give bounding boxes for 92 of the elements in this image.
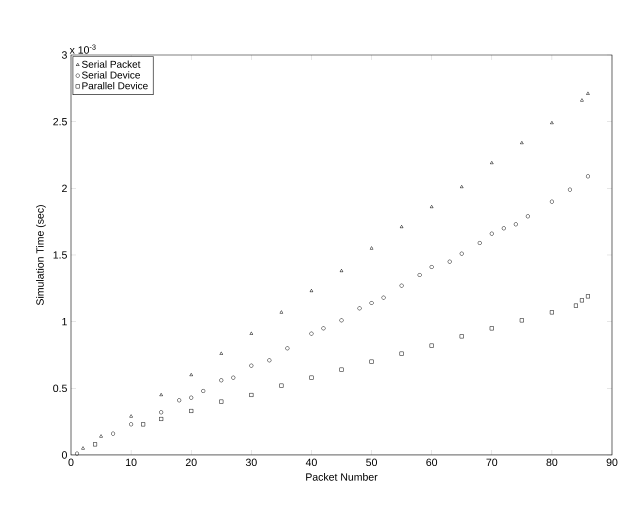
point (520, 140, 524, 144)
point (129, 414, 133, 418)
y-tick-label: 0.5 (53, 384, 67, 392)
point (219, 378, 224, 382)
point (141, 422, 146, 426)
x-tick-label: 80 (546, 458, 558, 466)
text: x 10$^{-3}$ (70, 44, 96, 54)
legend-label: Serial Device (82, 71, 140, 79)
point (279, 384, 284, 388)
x-tick-label: 40 (306, 458, 317, 466)
point (550, 120, 554, 124)
point (490, 160, 494, 164)
y-axis-title: Simulation Time (sec) (36, 205, 46, 306)
x-tick-label: 30 (246, 458, 257, 466)
point (520, 318, 524, 322)
point (400, 284, 404, 288)
point (285, 346, 290, 350)
point (201, 388, 206, 394)
point (430, 264, 434, 270)
point (586, 174, 590, 178)
point (189, 372, 194, 376)
y-tick-label: 1 (62, 318, 67, 326)
x-axis-title: Packet Number (306, 473, 378, 481)
point (267, 358, 272, 362)
legend-label: Serial Packet (82, 60, 140, 68)
point (370, 246, 374, 250)
point (321, 326, 326, 330)
point (550, 310, 554, 314)
point (81, 446, 85, 450)
point (400, 352, 404, 356)
x-tick-label: 70 (486, 458, 498, 466)
point (111, 432, 116, 436)
y-tick-label: 1.5 (54, 251, 67, 259)
point (310, 288, 314, 292)
point (460, 184, 464, 188)
point (526, 214, 530, 218)
point (159, 410, 164, 414)
point (159, 392, 163, 396)
point (586, 92, 590, 95)
y-tick-label: 0 (62, 451, 67, 459)
point (568, 188, 572, 192)
point (189, 396, 194, 400)
point (309, 332, 314, 336)
point (430, 344, 434, 348)
point (129, 422, 134, 426)
x-tick-label: 60 (426, 458, 438, 466)
point (418, 272, 422, 278)
y-tick-label: 2 (62, 184, 67, 192)
point (478, 240, 482, 246)
point (460, 252, 464, 256)
legend-label: Parallel Device (82, 82, 148, 90)
point (249, 364, 254, 368)
point (580, 98, 584, 102)
point (430, 204, 434, 208)
point (219, 400, 224, 404)
point (159, 416, 164, 422)
point (177, 398, 182, 402)
point (219, 352, 224, 355)
point (231, 376, 236, 380)
point (74, 452, 80, 456)
point (580, 298, 584, 302)
x-tick-label: 50 (366, 458, 377, 466)
point (249, 392, 254, 398)
point (514, 222, 518, 226)
point (460, 334, 464, 338)
point (357, 306, 362, 310)
point (490, 326, 494, 330)
point (370, 360, 374, 364)
point (400, 224, 404, 228)
point (586, 294, 590, 298)
point (574, 304, 578, 308)
point (280, 310, 284, 314)
point (309, 376, 314, 380)
x-tick-label: 90 (606, 458, 618, 466)
x-tick-label: 20 (186, 458, 197, 466)
point (92, 442, 98, 446)
point (189, 408, 194, 414)
point (370, 300, 374, 306)
point (339, 318, 344, 322)
point (250, 332, 254, 335)
x-tick-label: 0 (68, 458, 74, 466)
point (502, 226, 506, 230)
y-tick-label: 2.5 (53, 118, 67, 126)
point (382, 296, 386, 300)
y-tick-label: 3 (62, 51, 67, 59)
x-tick-label: 10 (126, 458, 137, 466)
point (99, 434, 103, 438)
point (340, 268, 344, 272)
point (490, 232, 494, 236)
point (448, 260, 452, 264)
point (339, 368, 344, 372)
point (550, 200, 554, 204)
